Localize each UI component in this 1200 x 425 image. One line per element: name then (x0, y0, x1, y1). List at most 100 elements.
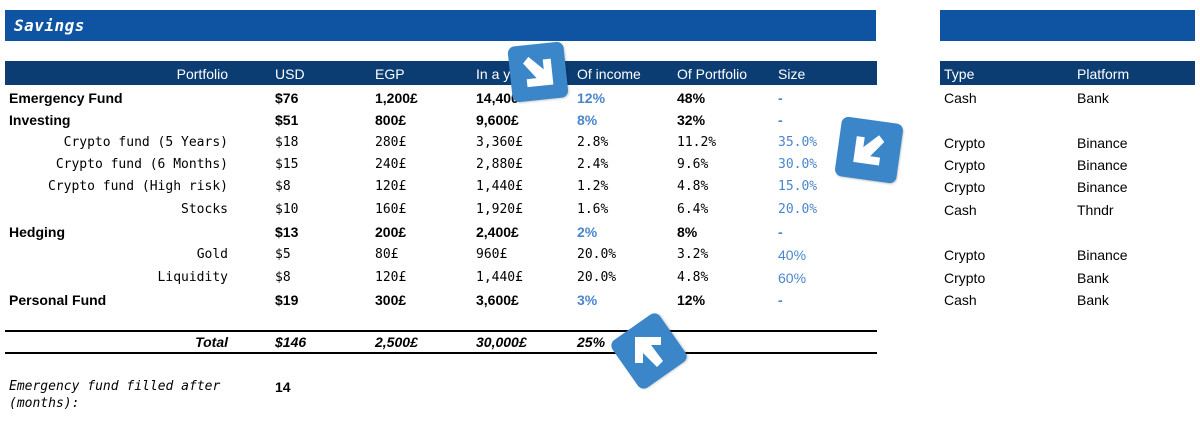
row-portfolio-label: Investing (9, 112, 71, 128)
row-size: 60% (778, 270, 807, 286)
row-size: 15.0% (778, 179, 818, 194)
row-year: 9,600£ (476, 112, 519, 128)
row-of-portfolio: 3.2% (677, 247, 709, 262)
row-portfolio-label: Crypto fund (5 Years) (63, 135, 228, 150)
row-type: Cash (944, 90, 977, 106)
row-of-portfolio: 4.8% (677, 270, 709, 285)
row-platform: Thndr (1077, 202, 1114, 218)
row-size: - (778, 292, 783, 308)
total-usd: $146 (275, 334, 307, 350)
row-size: 30.0% (778, 157, 818, 172)
row-egp: 800£ (375, 112, 407, 128)
total-year: 30,000£ (476, 334, 527, 350)
row-platform: Binance (1077, 179, 1128, 195)
row-egp: 160£ (375, 202, 407, 217)
row-egp: 80£ (375, 247, 399, 262)
header-platform: Platform (1077, 66, 1130, 82)
row-year: 1,440£ (476, 179, 523, 194)
row-egp: 120£ (375, 270, 407, 285)
row-of-portfolio: 32% (677, 112, 706, 128)
right-title-bar (940, 10, 1195, 41)
row-income: 2.8% (577, 135, 609, 150)
row-of-portfolio: 4.8% (677, 179, 709, 194)
row-type: Crypto (944, 247, 986, 263)
row-portfolio-label: Crypto fund (High risk) (47, 179, 228, 194)
row-usd: $76 (275, 90, 299, 106)
row-portfolio-label: Stocks (181, 202, 228, 217)
row-type: Crypto (944, 135, 986, 151)
row-size: 40% (778, 247, 807, 263)
header-egp: EGP (375, 66, 405, 82)
row-portfolio-label: Crypto fund (6 Months) (55, 157, 228, 172)
row-size: - (778, 112, 783, 128)
row-portfolio-label: Liquidity (157, 270, 228, 285)
row-income: 8% (577, 112, 598, 128)
emergency-note-value: 14 (275, 379, 291, 395)
row-egp: 240£ (375, 157, 407, 172)
row-year: 2,880£ (476, 157, 523, 172)
row-usd: $8 (275, 270, 291, 285)
row-size: 20.0% (778, 202, 818, 217)
row-year: 2,400£ (476, 224, 519, 240)
row-platform: Binance (1077, 157, 1128, 173)
row-type: Crypto (944, 270, 986, 286)
row-platform: Bank (1077, 292, 1109, 308)
row-egp: 300£ (375, 292, 407, 308)
total-egp: 2,500£ (375, 334, 418, 350)
header-portfolio: Portfolio (176, 66, 228, 82)
table-header: Portfolio USD EGP In a y Of income Of Po… (5, 61, 877, 85)
row-type: Cash (944, 292, 977, 308)
row-egp: 280£ (375, 135, 407, 150)
row-platform: Bank (1077, 90, 1109, 106)
arrow-up-left-icon (608, 310, 690, 392)
page-title: Savings (14, 16, 85, 35)
total-label: Total (195, 334, 228, 350)
row-type: Cash (944, 202, 977, 218)
total-bottom-rule (5, 352, 877, 354)
row-type: Crypto (944, 157, 986, 173)
row-of-portfolio: 12% (677, 292, 706, 308)
total-income: 25% (577, 334, 606, 350)
row-income: 3% (577, 292, 598, 308)
header-size: Size (778, 66, 806, 82)
arrow-down-left-icon (834, 115, 904, 185)
row-usd: $15 (275, 157, 299, 172)
row-year: 3,360£ (476, 135, 523, 150)
row-usd: $5 (275, 247, 291, 262)
row-portfolio-label: Emergency Fund (9, 90, 123, 106)
row-portfolio-label: Hedging (9, 224, 65, 240)
row-income: 20.0% (577, 247, 617, 262)
row-type: Crypto (944, 179, 986, 195)
row-income: 2.4% (577, 157, 609, 172)
row-of-portfolio: 11.2% (677, 135, 717, 150)
row-year: 960£ (476, 247, 508, 262)
row-income: 12% (577, 90, 606, 106)
header-type: Type (944, 66, 975, 82)
emergency-note-label: Emergency fund filled after (months): (9, 379, 221, 411)
row-year: 1,440£ (476, 270, 523, 285)
row-year: 3,600£ (476, 292, 519, 308)
total-top-rule (5, 330, 877, 332)
row-portfolio-label: Gold (196, 247, 228, 262)
row-platform: Binance (1077, 247, 1128, 263)
row-income: 2% (577, 224, 598, 240)
row-usd: $10 (275, 202, 299, 217)
row-egp: 1,200£ (375, 90, 418, 106)
row-platform: Binance (1077, 135, 1128, 151)
row-usd: $8 (275, 179, 291, 194)
row-usd: $19 (275, 292, 299, 308)
row-usd: $51 (275, 112, 299, 128)
row-of-portfolio: 8% (677, 224, 698, 240)
row-size: - (778, 224, 783, 240)
header-usd: USD (275, 66, 305, 82)
row-platform: Bank (1077, 270, 1109, 286)
row-income: 1.2% (577, 179, 609, 194)
row-income: 1.6% (577, 202, 609, 217)
row-size: - (778, 90, 783, 106)
row-usd: $18 (275, 135, 299, 150)
header-year: In a y (476, 66, 511, 82)
row-of-portfolio: 9.6% (677, 157, 709, 172)
header-income: Of income (577, 66, 641, 82)
row-of-portfolio: 6.4% (677, 202, 709, 217)
row-year: 14,400 (476, 90, 519, 106)
